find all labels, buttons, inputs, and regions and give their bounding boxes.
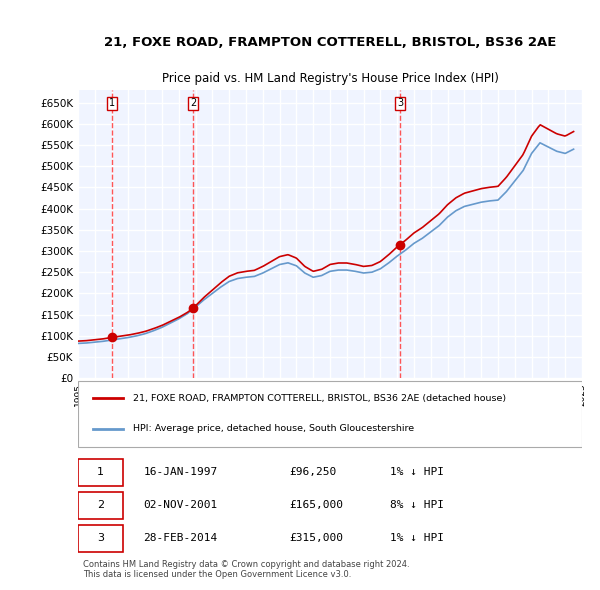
Text: £165,000: £165,000 <box>290 500 344 510</box>
FancyBboxPatch shape <box>78 381 582 447</box>
FancyBboxPatch shape <box>78 525 124 552</box>
Text: 1: 1 <box>109 99 115 109</box>
Text: 3: 3 <box>97 533 104 543</box>
Text: HPI: Average price, detached house, South Gloucestershire: HPI: Average price, detached house, Sout… <box>133 424 415 433</box>
Text: 2: 2 <box>97 500 104 510</box>
Text: 2: 2 <box>190 99 196 109</box>
Text: 1% ↓ HPI: 1% ↓ HPI <box>391 533 445 543</box>
Text: 02-NOV-2001: 02-NOV-2001 <box>143 500 218 510</box>
FancyBboxPatch shape <box>78 492 124 519</box>
Text: 1: 1 <box>97 467 104 477</box>
Text: 21, FOXE ROAD, FRAMPTON COTTERELL, BRISTOL, BS36 2AE (detached house): 21, FOXE ROAD, FRAMPTON COTTERELL, BRIST… <box>133 394 506 403</box>
Text: Contains HM Land Registry data © Crown copyright and database right 2024.: Contains HM Land Registry data © Crown c… <box>83 560 410 569</box>
Text: Price paid vs. HM Land Registry's House Price Index (HPI): Price paid vs. HM Land Registry's House … <box>161 72 499 85</box>
Text: 3: 3 <box>397 99 403 109</box>
Text: 8% ↓ HPI: 8% ↓ HPI <box>391 500 445 510</box>
Text: 28-FEB-2014: 28-FEB-2014 <box>143 533 218 543</box>
Text: 16-JAN-1997: 16-JAN-1997 <box>143 467 218 477</box>
Text: £96,250: £96,250 <box>290 467 337 477</box>
Text: £315,000: £315,000 <box>290 533 344 543</box>
FancyBboxPatch shape <box>78 459 124 486</box>
Text: This data is licensed under the Open Government Licence v3.0.: This data is licensed under the Open Gov… <box>83 571 352 579</box>
Text: 1% ↓ HPI: 1% ↓ HPI <box>391 467 445 477</box>
Text: 21, FOXE ROAD, FRAMPTON COTTERELL, BRISTOL, BS36 2AE: 21, FOXE ROAD, FRAMPTON COTTERELL, BRIST… <box>104 36 556 49</box>
